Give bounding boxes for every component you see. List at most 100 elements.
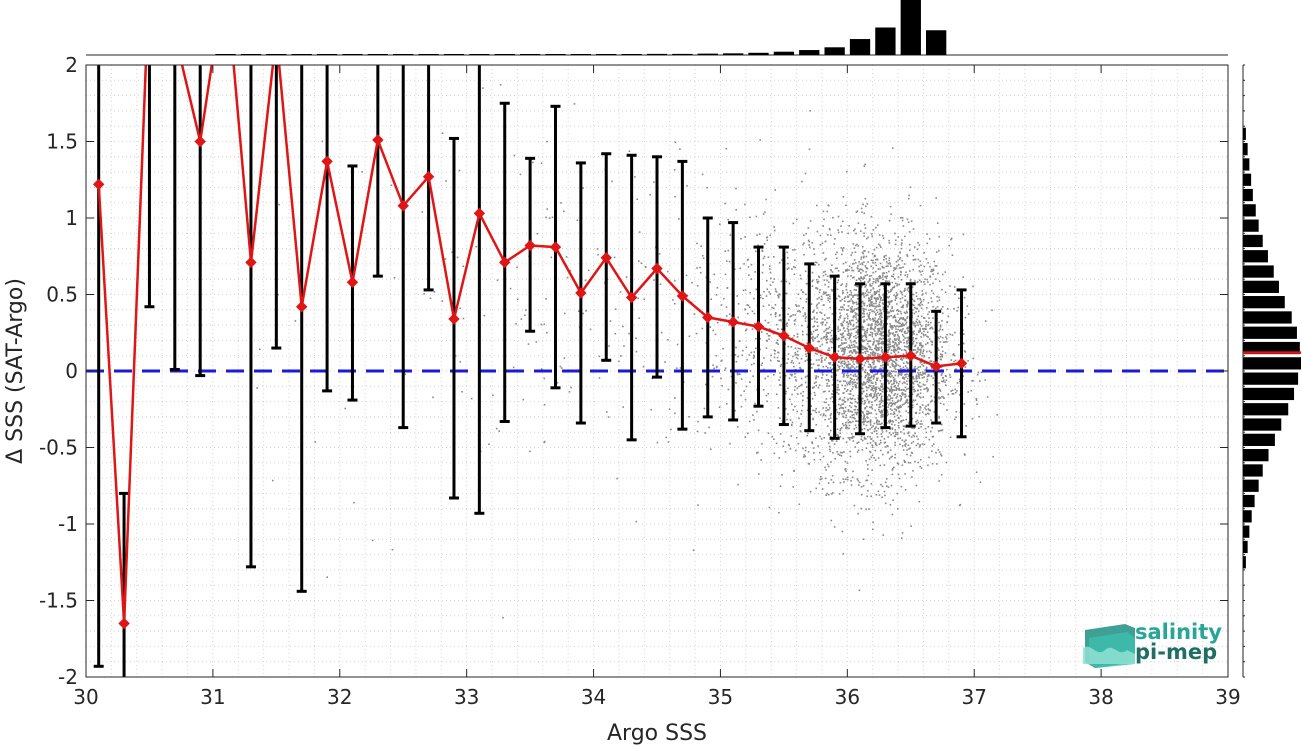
scatter-point bbox=[912, 331, 914, 334]
mean-marker bbox=[752, 320, 765, 333]
scatter-point bbox=[861, 387, 864, 390]
scatter-point bbox=[735, 382, 737, 384]
scatter-point bbox=[757, 429, 760, 432]
scatter-point bbox=[882, 366, 884, 369]
scatter-point bbox=[886, 315, 889, 318]
scatter-point bbox=[764, 211, 766, 213]
scatter-point bbox=[799, 347, 801, 350]
scatter-point bbox=[906, 367, 908, 369]
scatter-point bbox=[873, 430, 876, 433]
scatter-point bbox=[858, 589, 861, 592]
scatter-point bbox=[917, 389, 919, 392]
scatter-point bbox=[869, 394, 871, 397]
scatter-point bbox=[900, 537, 903, 539]
scatter-point bbox=[919, 407, 922, 409]
scatter-point bbox=[825, 257, 827, 260]
scatter-point bbox=[778, 360, 780, 363]
scatter-point bbox=[846, 372, 849, 374]
scatter-point bbox=[903, 393, 905, 396]
scatter-point bbox=[901, 349, 903, 351]
scatter-point bbox=[793, 469, 795, 472]
scatter-point bbox=[643, 298, 646, 300]
scatter-point bbox=[957, 306, 959, 309]
scatter-point bbox=[893, 350, 895, 352]
scatter-point bbox=[899, 322, 901, 325]
scatter-point bbox=[750, 351, 753, 354]
scatter-point bbox=[865, 447, 868, 449]
scatter-point bbox=[880, 393, 882, 395]
scatter-point bbox=[862, 307, 864, 310]
scatter-point bbox=[827, 352, 830, 355]
scatter-point bbox=[945, 337, 948, 340]
scatter-point bbox=[749, 381, 751, 383]
scatter-point bbox=[870, 393, 872, 395]
scatter-point bbox=[817, 368, 820, 370]
right-hist-bar bbox=[1243, 173, 1252, 186]
scatter-point bbox=[842, 437, 844, 440]
scatter-point bbox=[786, 325, 788, 327]
scatter-point bbox=[826, 321, 828, 324]
scatter-point bbox=[879, 464, 882, 467]
scatter-point bbox=[894, 243, 897, 246]
scatter-point bbox=[893, 466, 895, 469]
scatter-point bbox=[855, 316, 857, 318]
scatter-point bbox=[779, 365, 782, 367]
scatter-point bbox=[780, 363, 782, 366]
scatter-point bbox=[914, 345, 916, 348]
scatter-point bbox=[831, 493, 833, 495]
scatter-point bbox=[573, 103, 576, 105]
scatter-point bbox=[880, 314, 882, 317]
scatter-point bbox=[892, 286, 894, 289]
scatter-point bbox=[856, 451, 859, 453]
scatter-point bbox=[904, 332, 906, 335]
scatter-point bbox=[870, 375, 873, 377]
scatter-point bbox=[786, 362, 788, 364]
scatter-point bbox=[849, 350, 851, 353]
scatter-point bbox=[847, 309, 850, 311]
scatter-point bbox=[871, 469, 873, 471]
scatter-point bbox=[860, 258, 863, 260]
scatter-point bbox=[540, 368, 543, 370]
scatter-point bbox=[844, 330, 846, 332]
scatter-point bbox=[855, 232, 857, 235]
top-hist-bar bbox=[900, 0, 921, 55]
scatter-point bbox=[874, 390, 877, 392]
scatter-point bbox=[614, 332, 617, 335]
scatter-point bbox=[878, 329, 881, 331]
scatter-point bbox=[777, 407, 780, 409]
scatter-point bbox=[822, 225, 824, 227]
scatter-point bbox=[925, 292, 927, 294]
scatter-point bbox=[787, 313, 789, 315]
scatter-point bbox=[808, 240, 811, 243]
scatter-point bbox=[902, 323, 904, 326]
scatter-point bbox=[536, 232, 539, 235]
scatter-point bbox=[841, 360, 844, 363]
scatter-point bbox=[850, 332, 853, 335]
scatter-point bbox=[918, 369, 920, 371]
scatter-point bbox=[904, 445, 907, 447]
scatter-point bbox=[742, 349, 744, 352]
scatter-point bbox=[890, 390, 892, 392]
scatter-point bbox=[872, 425, 874, 427]
scatter-point bbox=[787, 443, 790, 446]
scatter-point bbox=[857, 320, 859, 322]
scatter-point bbox=[896, 283, 899, 285]
scatter-point bbox=[869, 377, 871, 379]
scatter-point bbox=[862, 368, 864, 371]
scatter-point bbox=[795, 304, 797, 306]
scatter-point bbox=[875, 302, 877, 305]
scatter-point bbox=[916, 403, 918, 405]
scatter-point bbox=[881, 386, 883, 389]
scatter-point bbox=[925, 405, 927, 407]
scatter-point bbox=[773, 278, 776, 280]
scatter-point bbox=[762, 368, 765, 371]
mean-marker bbox=[702, 311, 714, 324]
scatter-point bbox=[805, 386, 808, 388]
scatter-point bbox=[863, 294, 865, 296]
top-hist-bar bbox=[621, 54, 642, 55]
scatter-point bbox=[891, 469, 894, 471]
scatter-point bbox=[844, 388, 846, 390]
mean-marker bbox=[854, 353, 866, 365]
scatter-point bbox=[880, 483, 882, 486]
scatter-point bbox=[841, 350, 843, 352]
